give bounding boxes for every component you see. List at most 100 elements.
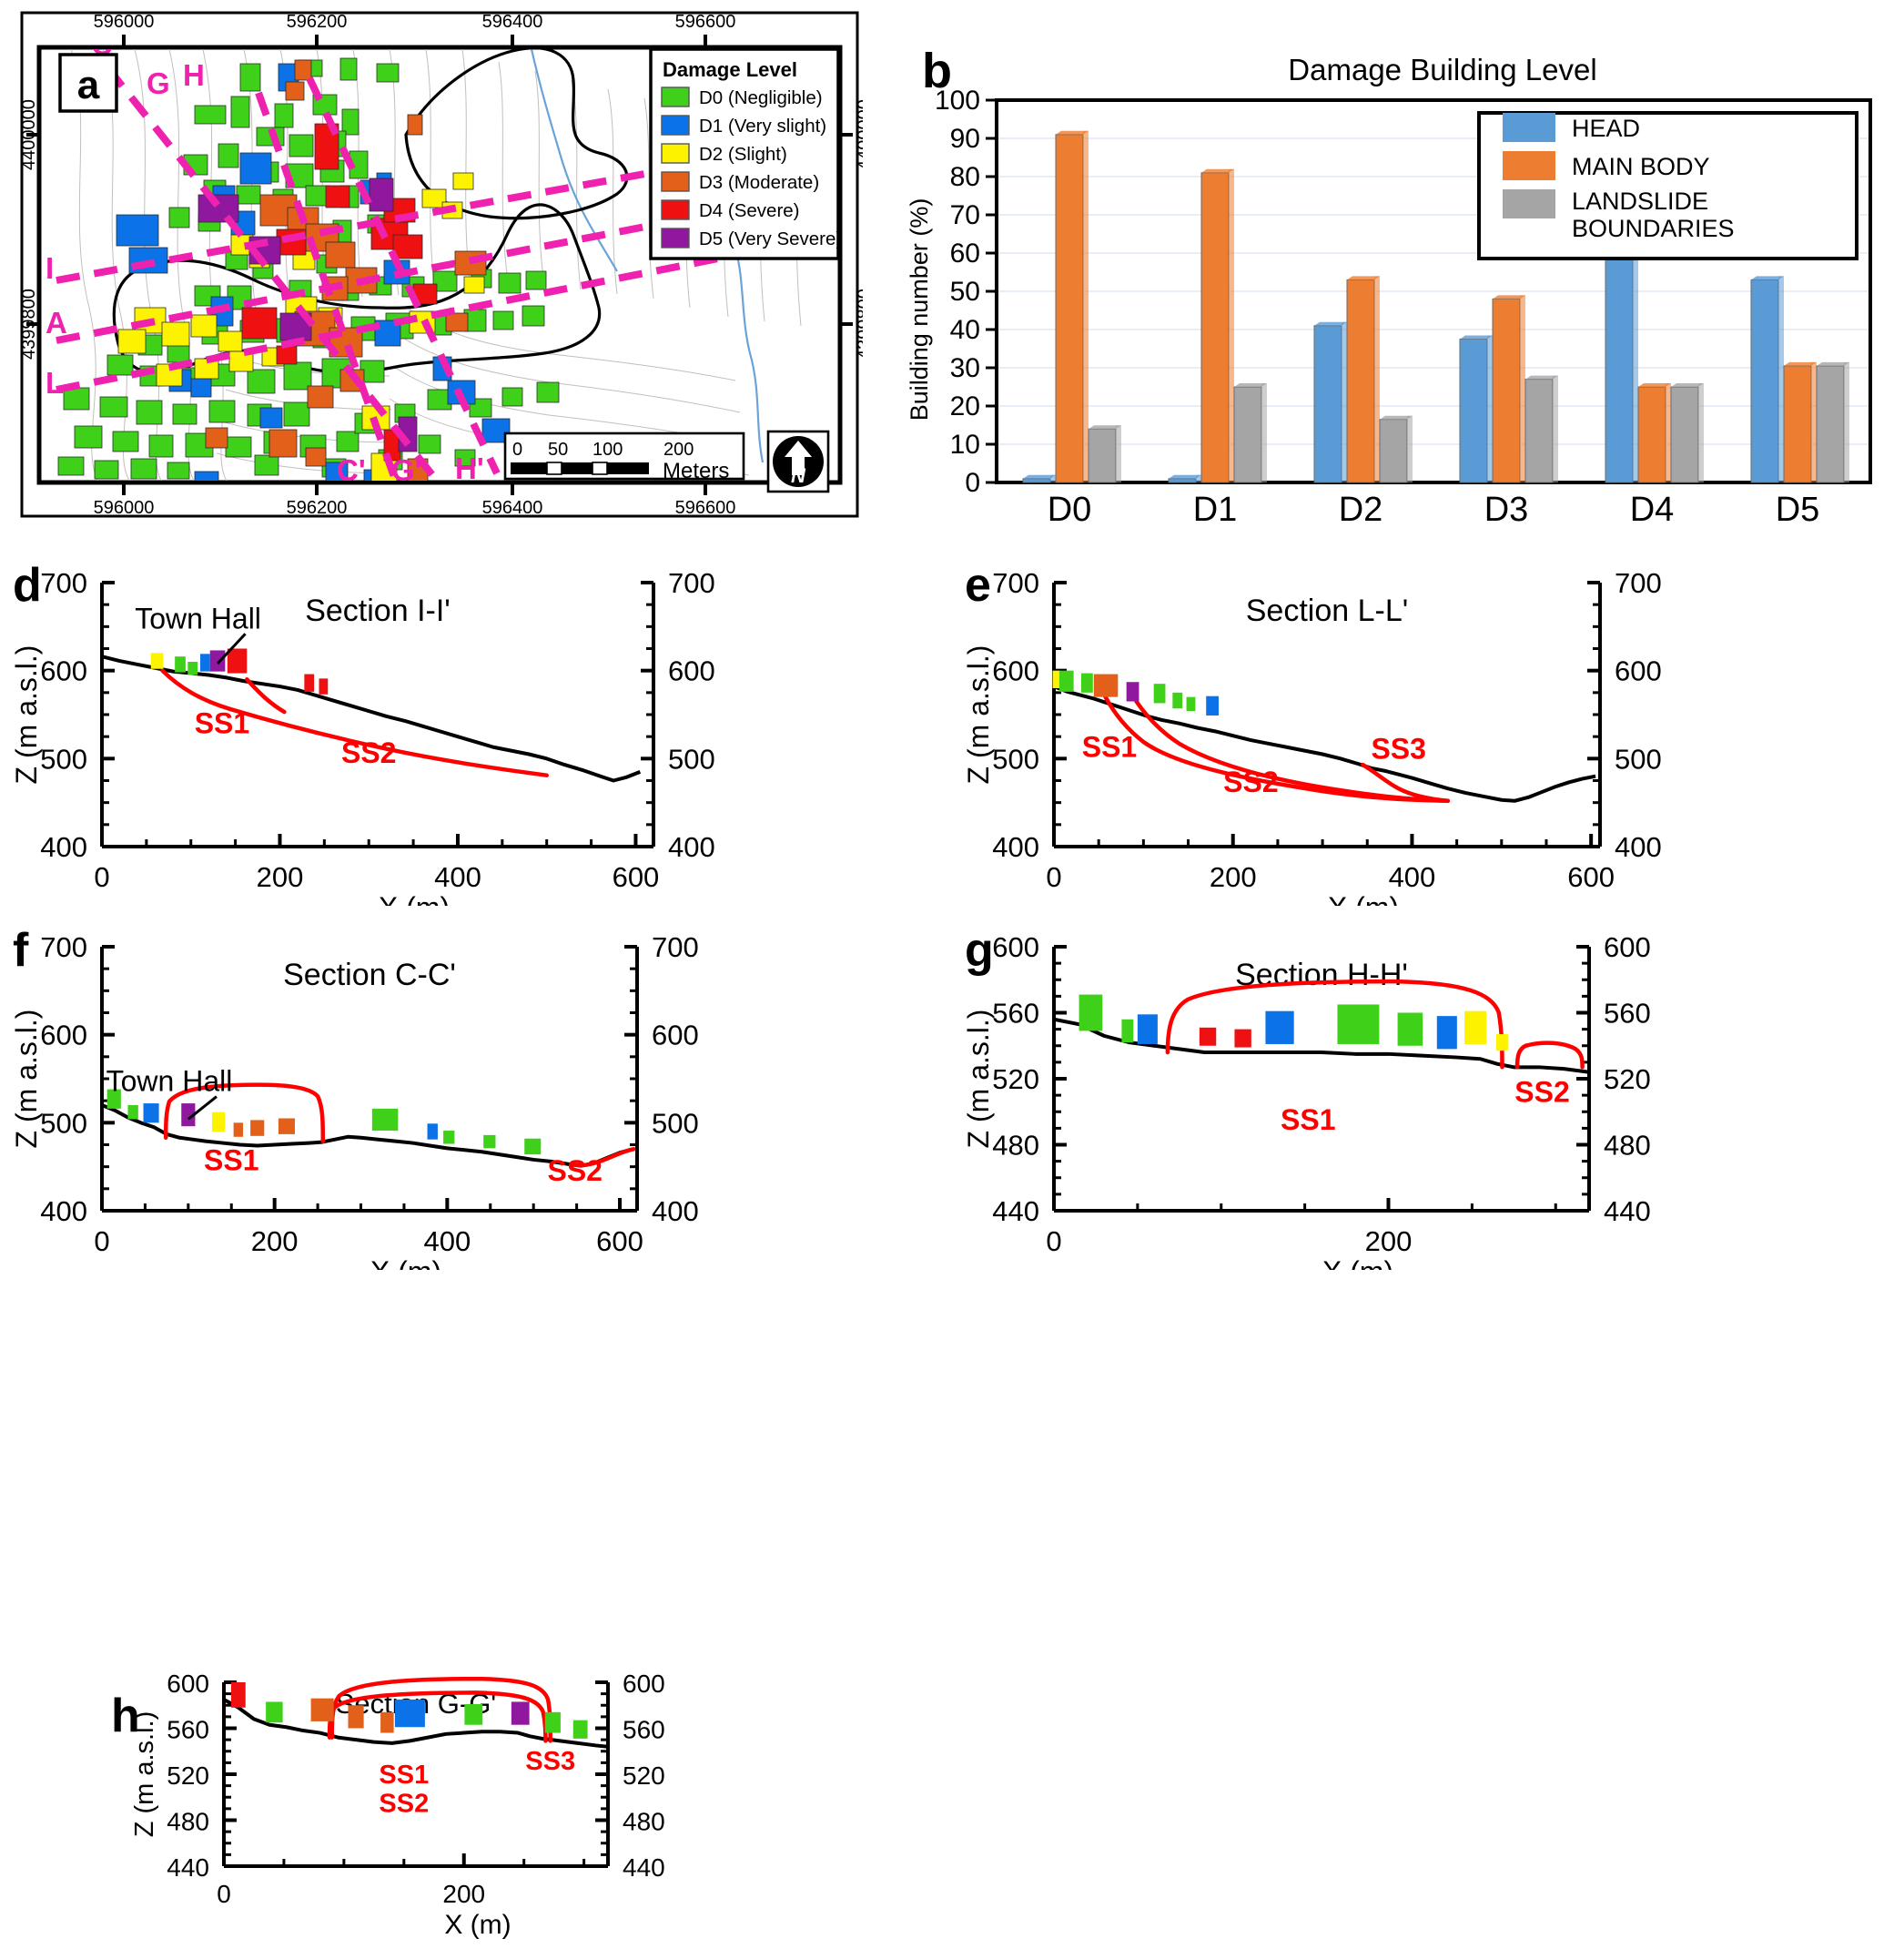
- section-e-ytick-left-400: 400: [992, 831, 1039, 863]
- bar-D3-main-body: [1492, 298, 1521, 483]
- damage-bar-chart-panel: b Damage Building Level Building number …: [896, 36, 1898, 528]
- bar-D0-head: [1022, 478, 1051, 483]
- section-f-ytick-right-400: 400: [652, 1195, 699, 1227]
- section-line-L-Lprime: [56, 239, 802, 393]
- section-h-xtick-200: 200: [442, 1880, 485, 1908]
- bar-legend-item-main-body: MAIN BODY: [1503, 151, 1710, 180]
- bar-chart-svg: b Damage Building Level Building number …: [906, 44, 1872, 528]
- building-D2-g-10: [1496, 1034, 1508, 1051]
- building-D0-d-1: [175, 656, 186, 673]
- building-D0-e-6: [1172, 692, 1183, 709]
- slip-surface-label-SS1-f: SS1: [204, 1144, 258, 1177]
- bar-ytick-70: 70: [950, 200, 980, 230]
- building-D2-f-4: [211, 1112, 226, 1132]
- bar-chart-gridlines: [997, 137, 1870, 445]
- panel-letter-h: h: [111, 1690, 140, 1742]
- panel-letter-b: b: [922, 44, 952, 98]
- building-D1-g-2: [1137, 1014, 1158, 1044]
- panel-letter-g: g: [965, 924, 994, 977]
- section-h-ytick-left-600: 600: [167, 1670, 209, 1698]
- section-panel-g: h Section G-G' Z (m a.s.l.) X (m) 440 440 480 4…: [55, 1639, 965, 1949]
- building-D0-h-8: [544, 1711, 561, 1733]
- section-f-xtick-600: 600: [596, 1225, 643, 1257]
- section-d-ytick-left-700: 700: [40, 567, 87, 599]
- section-e-ytick-left-500: 500: [992, 743, 1039, 775]
- section-e-ytick-left-700: 700: [992, 567, 1039, 599]
- building-D4-h-0: [230, 1682, 246, 1708]
- bar-D4-landslide-boundaries: [1670, 386, 1699, 483]
- bar-xtick-D2: D2: [1339, 491, 1383, 528]
- slip-surface-SS1-d: [160, 668, 549, 777]
- map-svg: 596000 596200 596400 596600: [19, 11, 863, 518]
- building-D0-f-11: [483, 1134, 496, 1149]
- building-D4-g-4: [1234, 1029, 1251, 1048]
- section-g-ytick-left-480: 480: [992, 1130, 1039, 1162]
- section-xlabel-g: X (m): [1322, 1255, 1393, 1270]
- section-g-ytick-right-480: 480: [1604, 1130, 1651, 1162]
- slip-surface-label-SS2-f: SS2: [547, 1154, 602, 1187]
- section-g-ytick-left-600: 600: [992, 931, 1039, 963]
- panel-letter-a: a: [77, 63, 100, 107]
- map-y-axis: 4400000 4399800 4400000 4399800: [19, 99, 863, 360]
- building-D4-d-7: [319, 678, 329, 695]
- section-d-ytick-right-700: 700: [668, 567, 715, 599]
- building-D0-f-10: [443, 1131, 455, 1144]
- section-e-xtick-0: 0: [1046, 861, 1061, 893]
- building-D0-f-12: [524, 1138, 542, 1155]
- building-D1-e-8: [1206, 695, 1219, 716]
- section-e-ytick-right-500: 500: [1615, 743, 1662, 775]
- section-d-ytick-right-400: 400: [668, 831, 715, 863]
- section-e-ytick-right-600: 600: [1615, 655, 1662, 687]
- topography-profile-e: [1053, 685, 1596, 803]
- legend-label-d1: D1 (Very slight): [699, 116, 826, 137]
- building-D0-e-2: [1081, 673, 1093, 693]
- building-D1-f-9: [427, 1123, 438, 1140]
- panel-letter-e: e: [965, 559, 991, 612]
- section-h-ytick-left-480: 480: [167, 1808, 209, 1836]
- section-g-xtick-0: 0: [1046, 1225, 1061, 1257]
- section-buildings-h: [230, 1682, 588, 1739]
- slip-surface-SS1-f: [163, 1082, 326, 1143]
- bar-D4-head: [1605, 249, 1634, 483]
- section-ylabel-h: Z (m a.s.l.): [130, 1711, 159, 1838]
- building-D0-e-7: [1186, 696, 1196, 712]
- section-e-ytick-right-400: 400: [1615, 831, 1662, 863]
- bar-legend-label-landslide-boundaries-line2: BOUNDARIES: [1572, 215, 1735, 242]
- bar-ytick-50: 50: [950, 277, 980, 307]
- legend-swatch-d0: [661, 86, 690, 107]
- legend-label-d2: D2 (Slight): [699, 144, 787, 165]
- bar-chart-title: Damage Building Level: [1288, 53, 1596, 86]
- section-f-ytick-right-600: 600: [652, 1020, 699, 1051]
- section-xlabel-d: X (m): [379, 891, 450, 906]
- bar-chart-x-axis: D0 D1 D2 D3 D4 D5: [1048, 491, 1820, 528]
- building-D3-f-6: [250, 1120, 265, 1136]
- bar-D1-landslide-boundaries: [1233, 386, 1262, 483]
- section-axes-g: 440 440 480 480 520 520 560 560 600 600 0 200: [992, 931, 1650, 1257]
- section-e-ytick-left-600: 600: [992, 655, 1039, 687]
- section-e-xtick-200: 200: [1210, 861, 1257, 893]
- building-D1-g-5: [1265, 1010, 1294, 1044]
- bar-legend-swatch-head: [1503, 113, 1555, 142]
- section-ylabel-d: Z (m a.s.l.): [10, 645, 43, 785]
- north-arrow-label: N: [791, 464, 806, 487]
- legend-label-d4: D4 (Severe): [699, 200, 800, 221]
- legend-swatch-d1: [661, 115, 690, 136]
- map-y-label-left-0: 4400000: [19, 99, 39, 170]
- section-g-xtick-200: 200: [1365, 1225, 1413, 1257]
- section-g-ytick-right-520: 520: [1604, 1063, 1651, 1095]
- building-D1-f-2: [143, 1103, 159, 1123]
- slip-surface-SS3-e: [1361, 762, 1451, 803]
- building-D0-f-8: [371, 1108, 399, 1132]
- building-D1-d-3: [200, 654, 210, 672]
- section-h-xtick-0: 0: [217, 1880, 231, 1908]
- map-legend: Damage Level D0 (Negligible) D1 (Very sli…: [649, 47, 842, 260]
- bar-ytick-80: 80: [950, 162, 980, 192]
- section-f-ytick-right-700: 700: [652, 931, 699, 963]
- map-x-label-bottom-3: 596600: [675, 498, 736, 518]
- panel-letter-d: d: [13, 559, 42, 612]
- section-h-ytick-right-520: 520: [623, 1761, 665, 1790]
